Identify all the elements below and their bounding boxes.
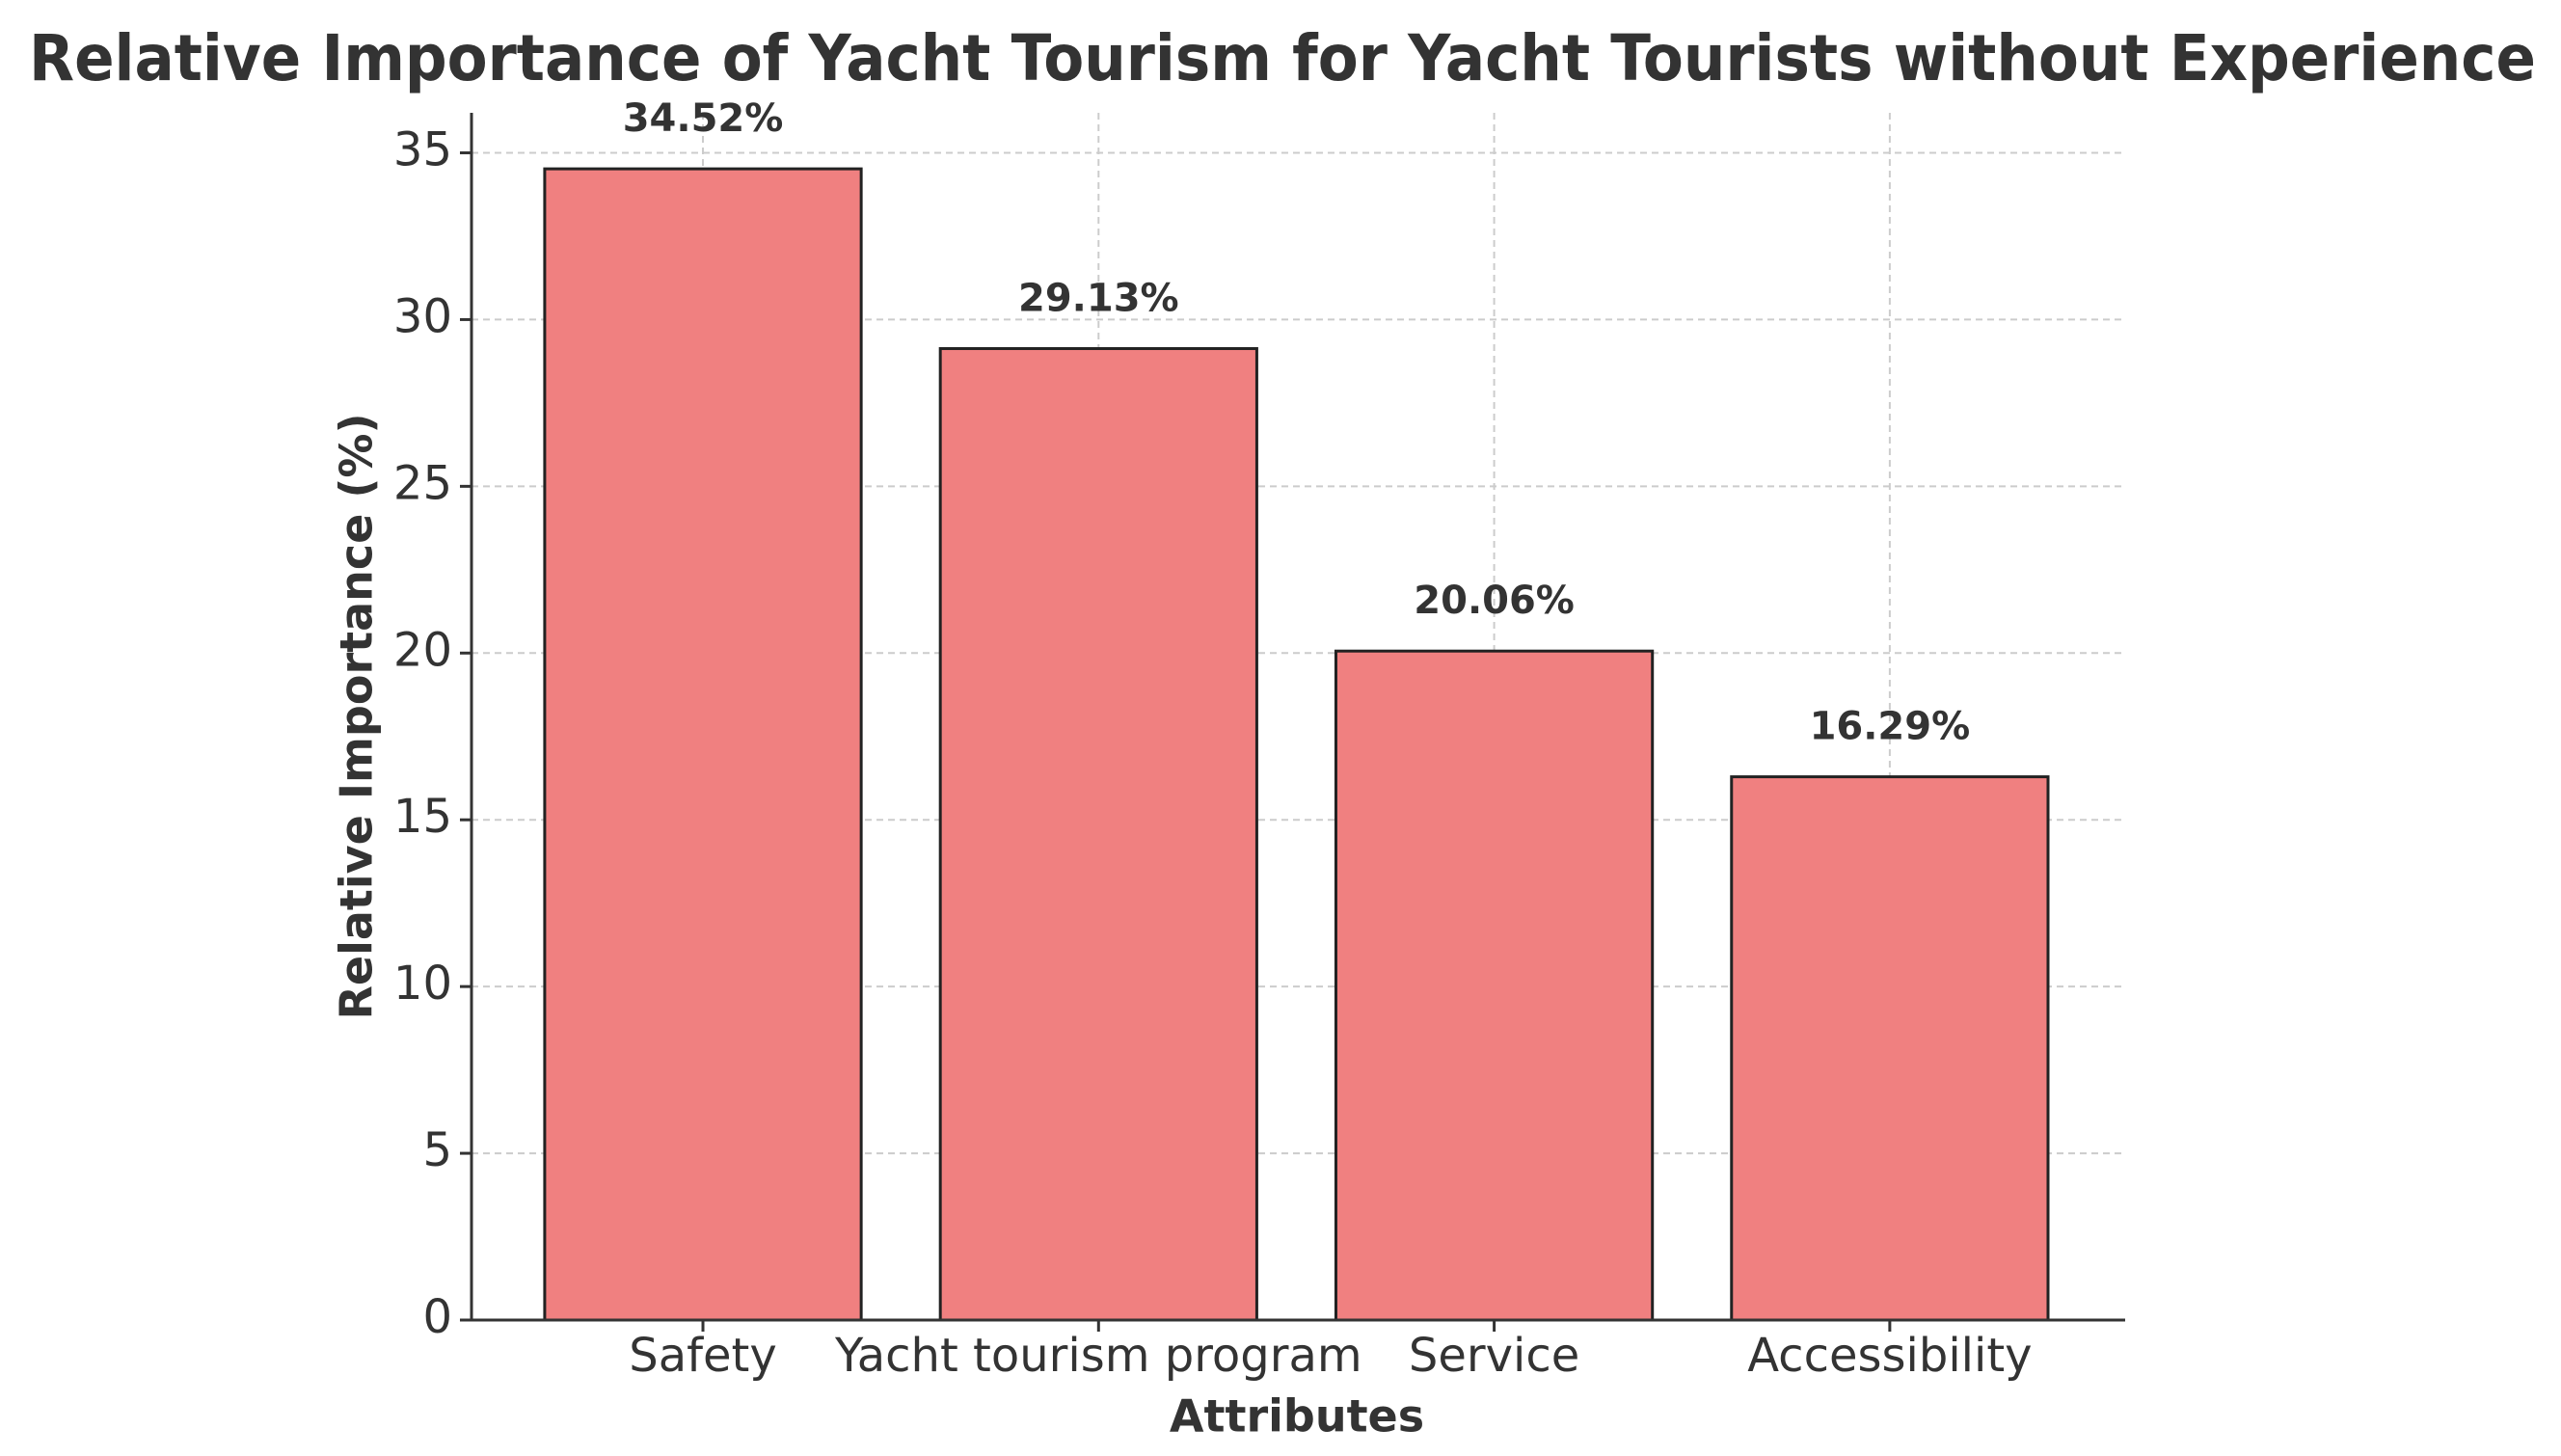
value-label: 16.29% [1810,705,1971,749]
y-tick-label: 10 [393,957,452,1011]
bar [543,167,863,1322]
y-axis-title: Relative Importance (%) [331,413,383,1019]
y-tick-label: 0 [422,1290,452,1344]
x-tick-label: Safety [629,1329,777,1383]
value-label: 20.06% [1414,579,1575,623]
value-label: 29.13% [1018,277,1179,321]
bar [1334,649,1655,1322]
y-tick-label: 35 [393,123,452,177]
y-tick-label: 5 [422,1123,452,1177]
x-tick-label: Service [1409,1329,1579,1383]
x-tick-label: Accessibility [1747,1329,2032,1383]
x-axis-title: Attributes [1170,1390,1424,1443]
y-tick-label: 30 [393,289,452,343]
value-label: 34.52% [623,96,784,141]
bar [1730,775,2050,1322]
y-tick-label: 25 [393,456,452,510]
bar [938,347,1258,1322]
y-tick-label: 20 [393,623,452,677]
x-tick-label: Yacht tourism program [834,1329,1362,1383]
chart-title: Relative Importance of Yacht Tourism for… [29,21,2536,95]
y-tick-label: 15 [393,790,452,844]
